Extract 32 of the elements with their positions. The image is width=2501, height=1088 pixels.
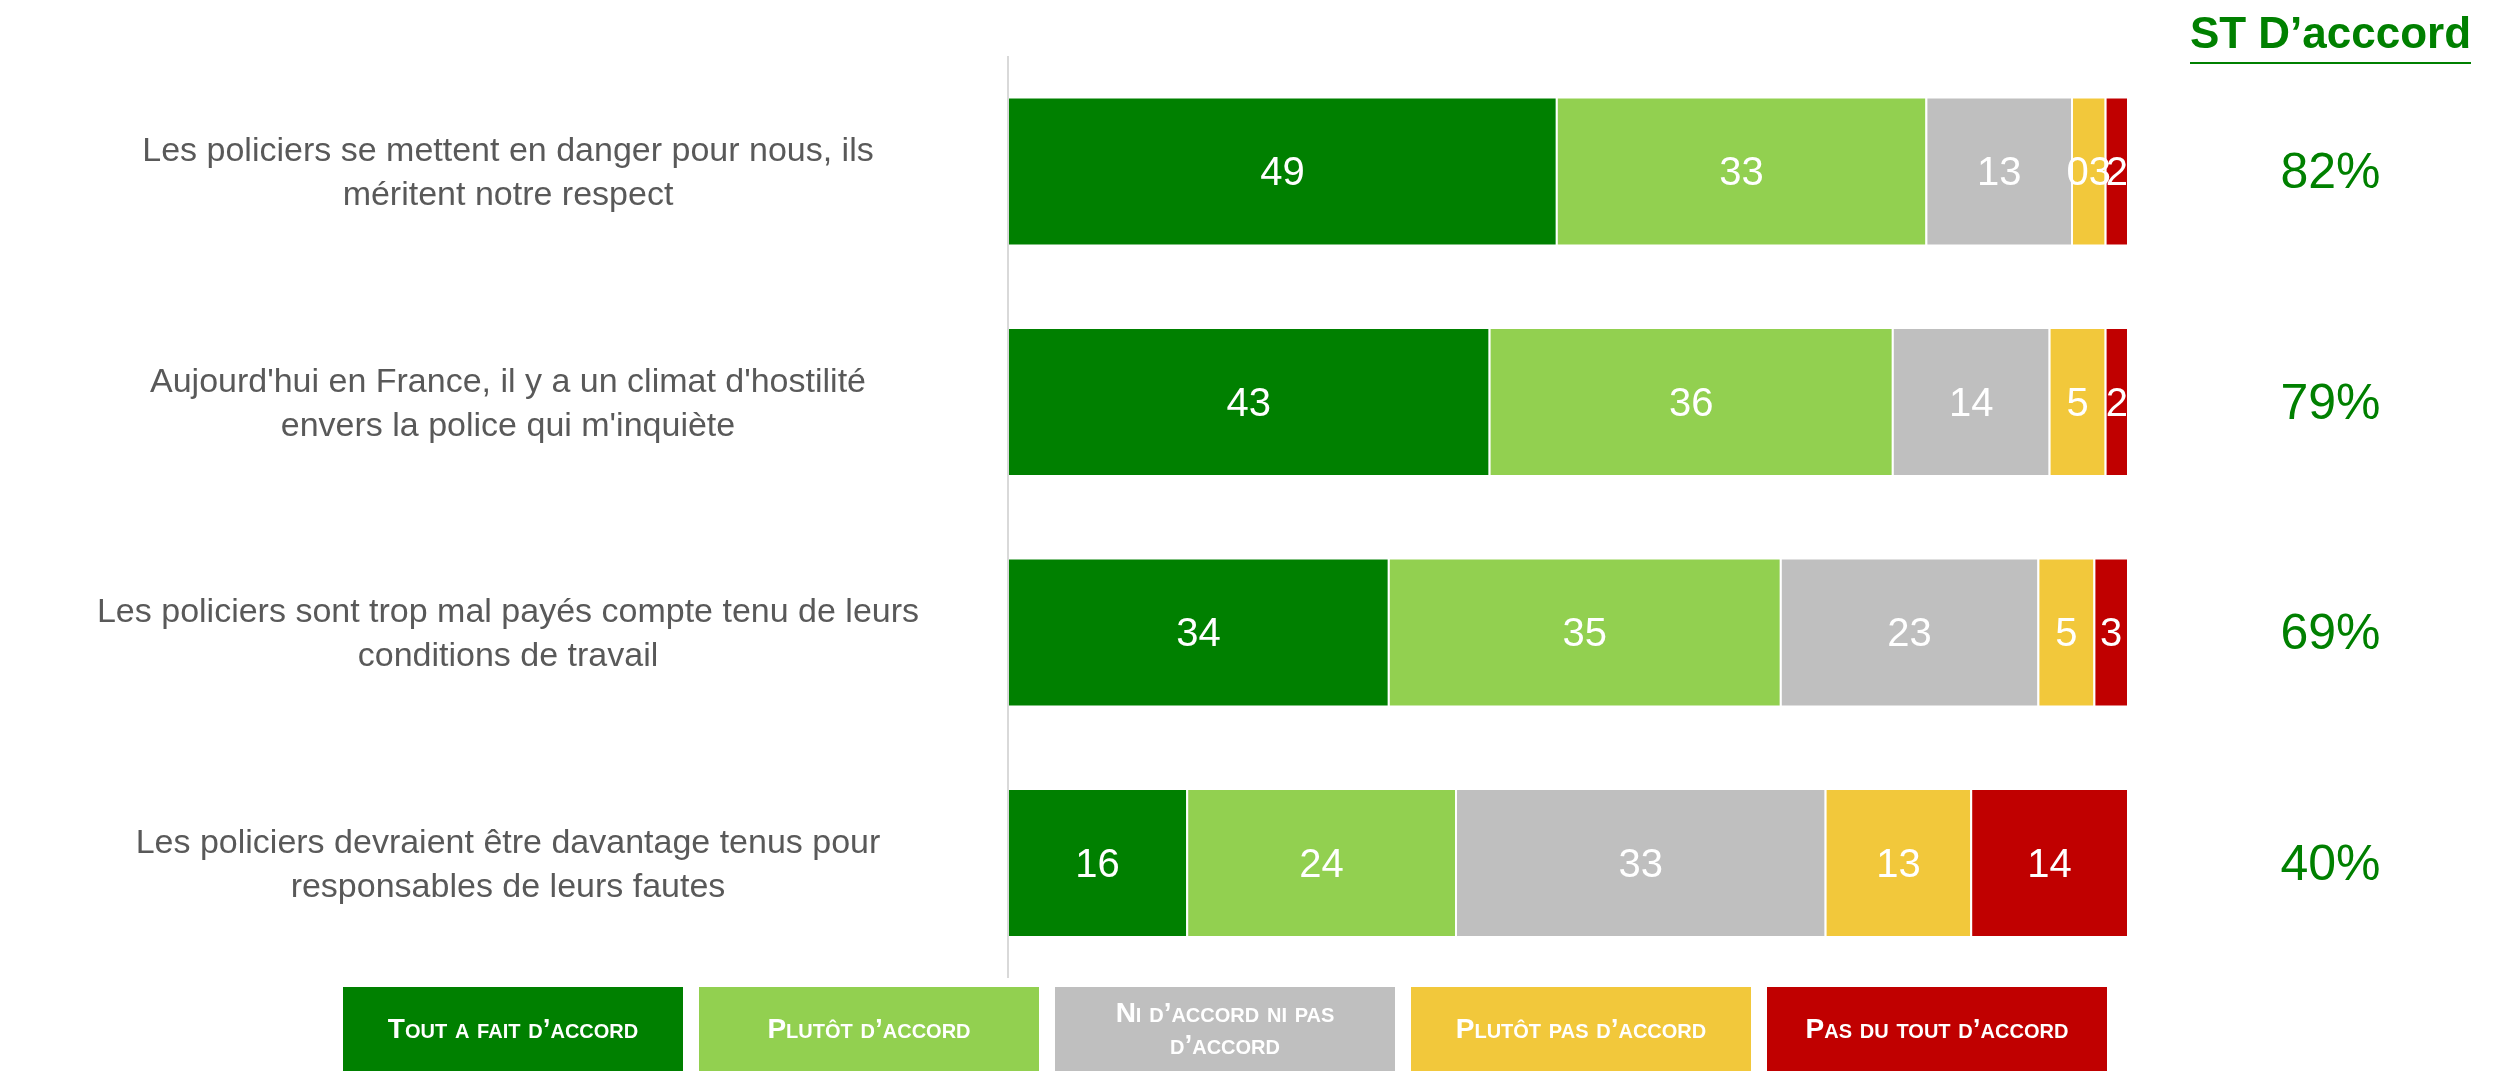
data-label: 36 (1668, 379, 1714, 424)
data-label: 13 (1876, 840, 1921, 885)
data-label: 3 (2100, 610, 2123, 655)
data-label: 49 (1260, 149, 1305, 194)
data-label: 16 (1075, 840, 1120, 885)
data-label: 33 (1719, 149, 1764, 194)
text: Plutôt pas d’accord (1411, 987, 1751, 1071)
data-label: 33 (1618, 840, 1664, 885)
text: 40% (2279, 834, 2382, 891)
text: Plutôt d’accord (699, 987, 1039, 1071)
text: Ni d’accord ni pas d’accord (1055, 987, 1395, 1071)
data-label: 23 (1887, 610, 1932, 655)
y-tick-label: Les policiers devraient être davantage tenus pour responsables de leurs fautes (135, 821, 881, 904)
data-label: 24 (1299, 840, 1344, 885)
data-label: 34 (1176, 610, 1221, 655)
text: ST D’acccord (2189, 8, 2472, 64)
y-tick-label: Aujourd'hui en France, il y a un climat d'hostilité envers la police qui m'inquiète (149, 360, 867, 443)
text: 79% (2279, 373, 2382, 430)
text: 69% (2279, 604, 2382, 661)
data-label: 14 (1948, 379, 1994, 424)
data-label: 43 (1226, 379, 1272, 424)
data-label: 5 (2066, 379, 2089, 424)
data-label: 5 (2055, 610, 2078, 655)
data-label: 35 (1562, 610, 1608, 655)
text: Tout a fait d’accord (343, 987, 683, 1071)
text: Pas du tout d’accord (1767, 987, 2107, 1071)
y-tick-label: Les policiers sont trop mal payés compte tenu de leurs conditions de travail (96, 591, 920, 674)
data-label: 2 (2105, 379, 2128, 424)
data-label: 14 (2027, 840, 2072, 885)
y-tick-label: Les policiers se mettent en danger pour nous, ils méritent notre respect (142, 130, 874, 213)
data-label: 13 (1976, 149, 2022, 194)
text: 82% (2279, 143, 2382, 200)
